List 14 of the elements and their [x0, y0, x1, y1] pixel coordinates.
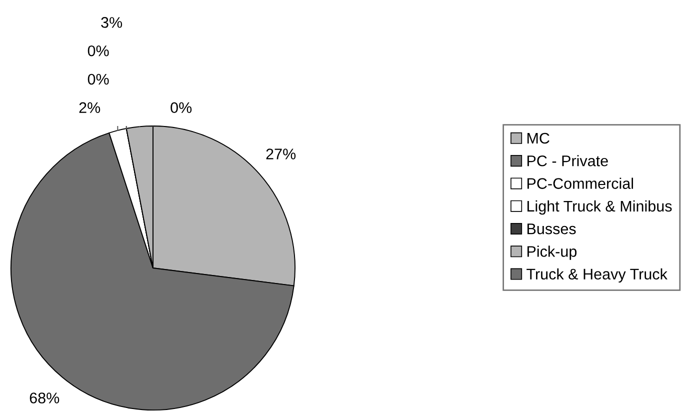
data-label: 27%	[266, 148, 296, 160]
data-label: 68%	[30, 392, 60, 404]
text: 0%	[88, 74, 109, 85]
legend-label: MC	[527, 132, 550, 144]
text: 0%	[170, 102, 192, 114]
legend-label: Truck & Heavy Truck	[526, 268, 668, 283]
legend-label: Busses	[527, 224, 576, 234]
legend-label: Pick-up	[527, 246, 577, 260]
text: 0%	[88, 45, 109, 56]
legend-label: Light Truck & Minibus	[527, 200, 672, 215]
data-label: 2%	[79, 102, 100, 113]
legend-label: PC-Commercial	[527, 178, 634, 189]
data-label: 3%	[101, 17, 122, 28]
legend-label: PC - Private	[527, 155, 608, 166]
